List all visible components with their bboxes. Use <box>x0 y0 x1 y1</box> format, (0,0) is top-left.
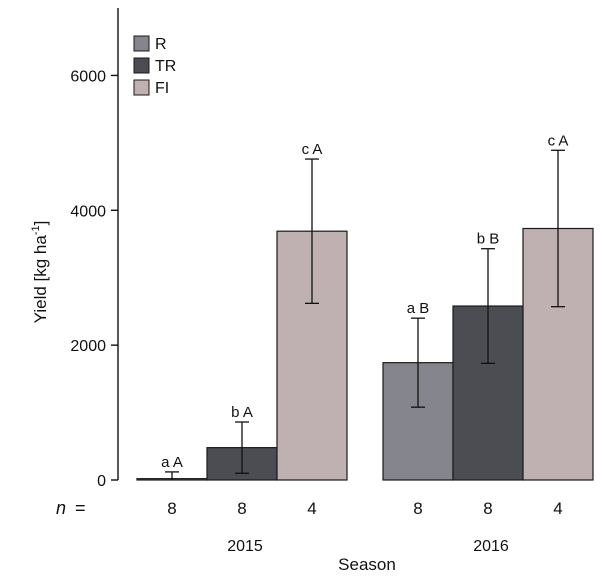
x-category-label: 2016 <box>473 538 509 555</box>
y-axis-label-unit-exponent: -1 <box>30 225 42 235</box>
n-label: n <box>56 498 66 518</box>
n-equals-sign: = <box>75 498 86 518</box>
n-value-TR-2016: 8 <box>483 499 492 518</box>
n-value-FI-2016: 4 <box>553 499 562 518</box>
x-category-label: 2015 <box>227 538 263 555</box>
n-value-FI-2015: 4 <box>307 499 316 518</box>
axes: 0 2000 4000 6000 <box>70 8 119 490</box>
legend-label-R: R <box>155 36 167 53</box>
y-axis-label-close: ] <box>31 221 50 226</box>
y-axis-label-text: Yield [kg ha <box>31 235 50 324</box>
legend: R TR FI <box>133 35 176 97</box>
significance-label-R-2015: a A <box>161 454 183 471</box>
significance-label-R-2016: a B <box>407 300 430 317</box>
bars <box>136 227 594 481</box>
n-value-R-2016: 8 <box>413 499 422 518</box>
significance-label-TR-2016: b B <box>477 231 500 248</box>
legend-swatch-R <box>133 35 150 52</box>
x-axis-label: Season <box>338 555 396 574</box>
significance-label-TR-2015: b A <box>231 404 253 421</box>
legend-swatch-TR <box>133 57 150 74</box>
legend-label-TR: TR <box>155 58 176 75</box>
legend-label-FI: FI <box>155 80 169 97</box>
y-tick-label: 0 <box>97 473 106 490</box>
sample-size-row: 8 8 4 2015 8 8 4 2016 n = <box>56 498 563 555</box>
significance-labels: a A b A c A a B b B c A <box>161 132 568 471</box>
y-tick-label: 4000 <box>70 203 106 220</box>
significance-label-FI-2015: c A <box>302 141 323 158</box>
error-bars <box>165 149 565 480</box>
n-value-R-2015: 8 <box>167 499 176 518</box>
legend-swatch-FI <box>133 79 150 96</box>
y-tick-label: 6000 <box>70 68 106 85</box>
n-value-TR-2015: 8 <box>237 499 246 518</box>
y-tick-label: 2000 <box>70 338 106 355</box>
y-axis-label: Yield [kg ha-1] <box>30 221 50 324</box>
significance-label-FI-2016: c A <box>548 132 569 149</box>
